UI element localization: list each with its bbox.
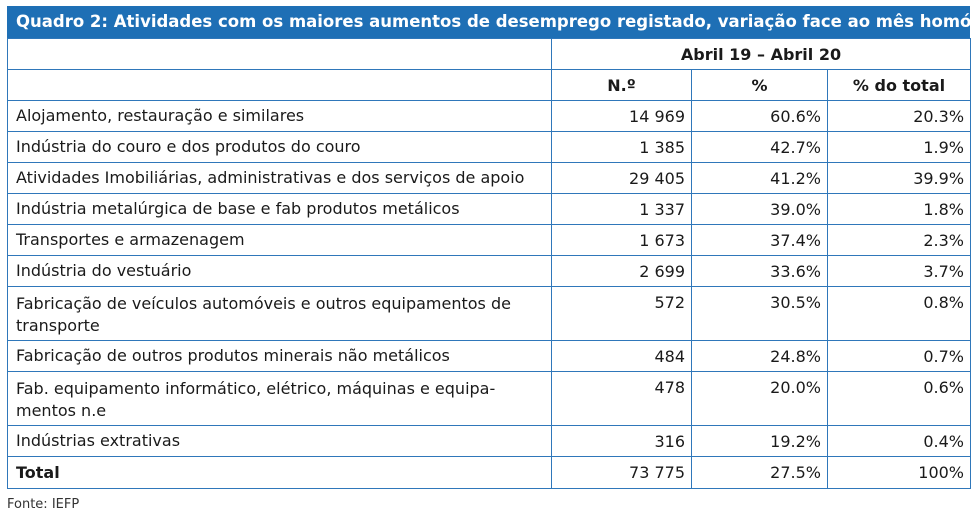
- count-cell: 14 969: [551, 100, 692, 132]
- table-row: Fabricação de outros produtos minerais n…: [7, 340, 972, 372]
- count-cell: 484: [551, 340, 692, 372]
- column-header-pct-total: % do total: [826, 69, 972, 101]
- table-row: Indústria do vestuário 2 699 33.6% 3.7%: [7, 255, 972, 287]
- header-empty-cell: [7, 38, 552, 70]
- count-cell: 316: [551, 425, 692, 457]
- pct-total-cell: 1.9%: [826, 131, 972, 163]
- pct-cell: 19.2%: [691, 425, 828, 457]
- pct-cell: 42.7%: [691, 131, 828, 163]
- header-row-columns: N.º % % do total: [7, 69, 972, 101]
- count-cell: 29 405: [551, 162, 692, 194]
- activity-cell: Alojamento, restauração e similares: [7, 100, 552, 132]
- table-row: Indústrias extrativas 316 19.2% 0.4%: [7, 425, 972, 457]
- count-cell: 1 385: [551, 131, 692, 163]
- activity-cell: Indústria do vestuário: [7, 255, 552, 287]
- activity-cell: Indústrias extrativas: [7, 425, 552, 457]
- source-note: Fonte: IEFP: [7, 497, 80, 512]
- activity-cell: Fabricação de veículos automóveis e outr…: [7, 286, 552, 341]
- table-row: Alojamento, restauração e similares 14 9…: [7, 100, 972, 132]
- count-cell: 2 699: [551, 255, 692, 287]
- pct-cell: 60.6%: [691, 100, 828, 132]
- column-header-n: N.º: [551, 69, 692, 101]
- pct-total-cell: 0.4%: [826, 425, 972, 457]
- pct-cell: 24.8%: [691, 340, 828, 372]
- pct-total-cell: 1.8%: [826, 193, 972, 225]
- pct-cell: 37.4%: [691, 224, 828, 256]
- count-cell: 478: [551, 371, 692, 426]
- pct-cell: 41.2%: [691, 162, 828, 194]
- total-label: Total: [7, 456, 552, 489]
- pct-total-cell: 20.3%: [826, 100, 972, 132]
- header-empty-cell: [7, 69, 552, 101]
- pct-total-cell: 0.7%: [826, 340, 972, 372]
- period-header: Abril 19 – Abril 20: [550, 38, 972, 70]
- pct-total-cell: 39.9%: [826, 162, 972, 194]
- count-cell: 1 337: [551, 193, 692, 225]
- pct-total-cell: 0.8%: [826, 286, 972, 341]
- total-pct: 27.5%: [691, 456, 828, 489]
- pct-cell: 20.0%: [691, 371, 828, 426]
- count-cell: 1 673: [551, 224, 692, 256]
- unemployment-table: Abril 19 – Abril 20 N.º % % do total Alo…: [7, 38, 972, 489]
- activity-cell: Indústria do couro e dos produtos do cou…: [7, 131, 552, 163]
- table-row: Fab. equipamento informático, elétrico, …: [7, 371, 972, 426]
- count-cell: 572: [551, 286, 692, 341]
- table-row: Transportes e armazenagem 1 673 37.4% 2.…: [7, 224, 972, 256]
- total-row: Total 73 775 27.5% 100%: [7, 456, 972, 489]
- total-pct-total: 100%: [826, 456, 972, 489]
- pct-total-cell: 3.7%: [826, 255, 972, 287]
- activity-cell: Fabricação de outros produtos minerais n…: [7, 340, 552, 372]
- activity-cell: Indústria metalúrgica de base e fab prod…: [7, 193, 552, 225]
- pct-cell: 30.5%: [691, 286, 828, 341]
- pct-cell: 33.6%: [691, 255, 828, 287]
- data-table-container: Quadro 2: Atividades com os maiores aume…: [7, 6, 972, 489]
- activity-cell: Transportes e armazenagem: [7, 224, 552, 256]
- table-row: Indústria metalúrgica de base e fab prod…: [7, 193, 972, 225]
- column-header-pct: %: [691, 69, 828, 101]
- total-count: 73 775: [551, 456, 692, 489]
- pct-total-cell: 2.3%: [826, 224, 972, 256]
- pct-cell: 39.0%: [691, 193, 828, 225]
- table-title: Quadro 2: Atividades com os maiores aume…: [7, 6, 970, 38]
- table-row: Atividades Imobiliárias, administrativas…: [7, 162, 972, 194]
- activity-cell: Atividades Imobiliárias, administrativas…: [7, 162, 552, 194]
- pct-total-cell: 0.6%: [826, 371, 972, 426]
- table-row: Fabricação de veículos automóveis e outr…: [7, 286, 972, 341]
- header-row-period: Abril 19 – Abril 20: [7, 38, 972, 70]
- activity-cell: Fab. equipamento informático, elétrico, …: [7, 371, 552, 426]
- table-row: Indústria do couro e dos produtos do cou…: [7, 131, 972, 163]
